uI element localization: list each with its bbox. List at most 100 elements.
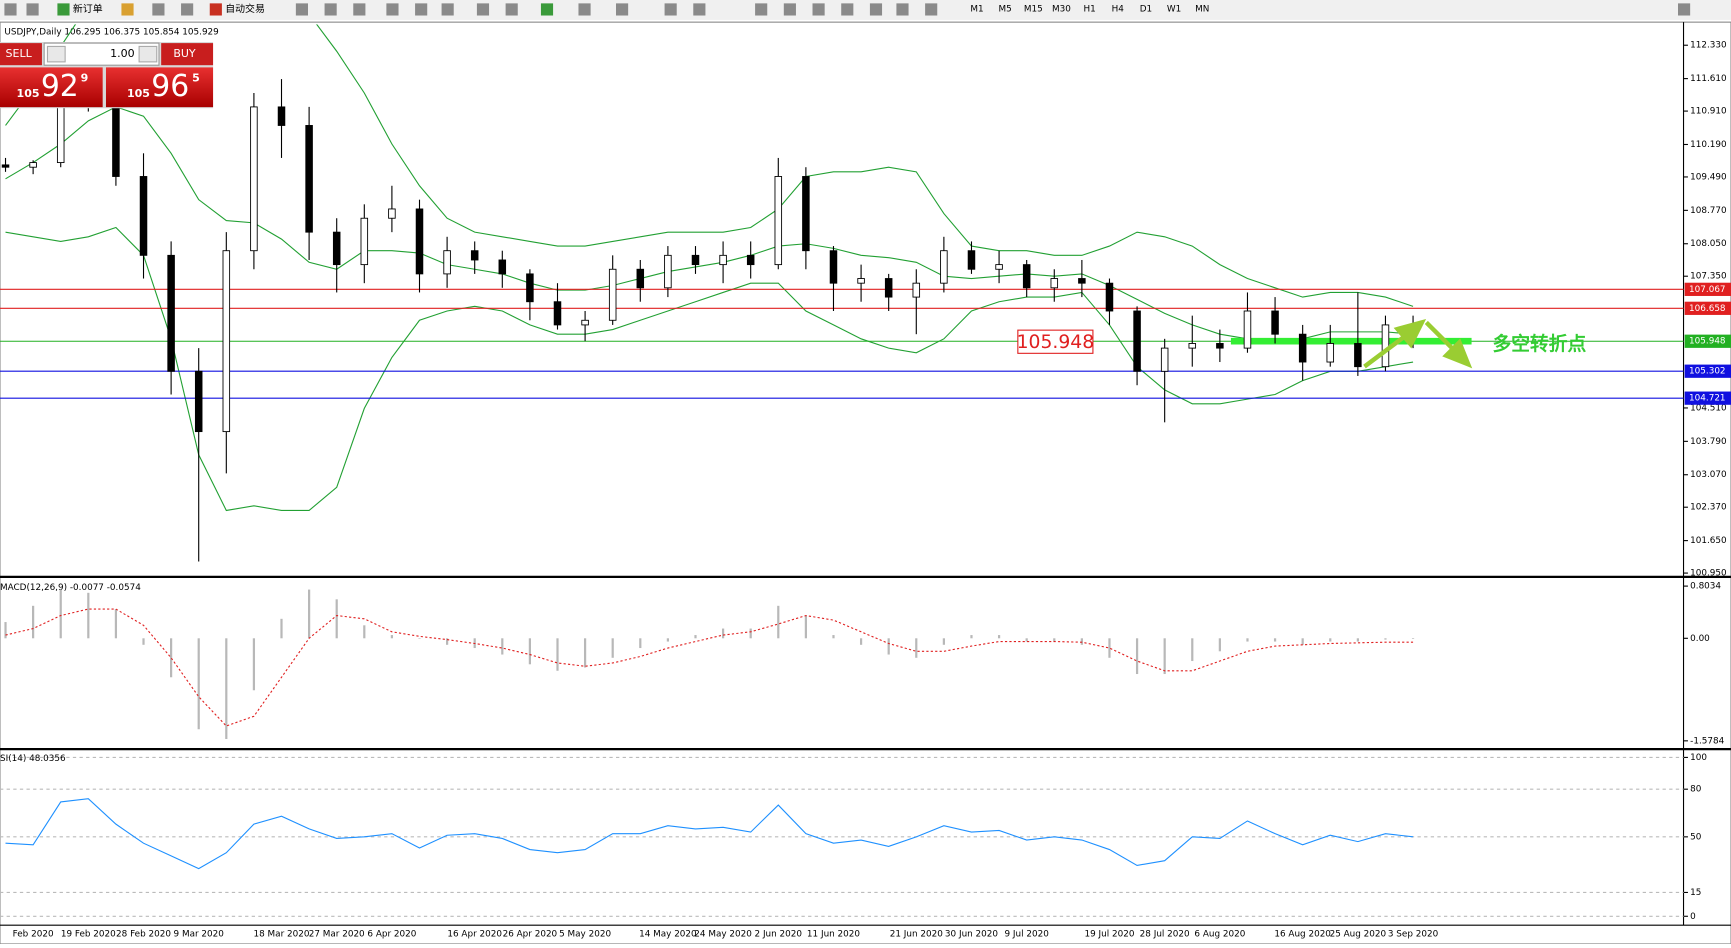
x-tick-label: 28 Feb 2020 <box>116 930 171 940</box>
timeframe-button[interactable]: H4 <box>1112 4 1125 14</box>
macd-bar <box>1080 638 1083 645</box>
indicator-title: SI(14) 48.0356 <box>0 754 66 764</box>
lots-up[interactable] <box>138 45 158 63</box>
x-tick-label: 5 May 2020 <box>559 930 611 940</box>
icon[interactable] <box>755 3 768 16</box>
macd-bar <box>114 609 118 639</box>
level-label-bg <box>1684 364 1731 378</box>
bollinger-band <box>5 24 1414 307</box>
icon[interactable] <box>57 3 70 16</box>
icon[interactable] <box>664 3 677 16</box>
macd-bar <box>445 638 449 645</box>
icon[interactable] <box>324 3 337 16</box>
icon[interactable] <box>540 3 554 16</box>
candle-body <box>1133 310 1141 372</box>
icon[interactable] <box>693 3 706 16</box>
arrow-head <box>1393 318 1427 349</box>
candle-body <box>360 217 369 266</box>
candle-body <box>250 106 258 252</box>
y-tick-label: 50 <box>1690 832 1702 842</box>
lots-input[interactable] <box>43 42 160 66</box>
macd-bar <box>170 638 173 678</box>
icon[interactable] <box>1678 3 1691 16</box>
timeframe-button[interactable]: M15 <box>1024 4 1043 14</box>
icon[interactable] <box>812 3 825 16</box>
buy-label: BUY <box>173 47 196 60</box>
candle-body <box>498 259 507 275</box>
macd-bar <box>4 622 7 639</box>
y-tick-label: 103.790 <box>1690 437 1727 447</box>
y-tick-label: 0 <box>1690 912 1696 922</box>
new-order-button[interactable]: 新订单 <box>73 2 103 15</box>
macd-bar <box>970 635 973 639</box>
candle-body <box>1354 343 1362 368</box>
timeframe-button[interactable]: M5 <box>999 4 1012 14</box>
icon[interactable] <box>4 3 17 16</box>
level-label: 104.721 <box>1689 394 1726 404</box>
candle-body <box>802 176 810 252</box>
candle-body <box>1078 278 1086 284</box>
icon[interactable] <box>505 3 518 16</box>
bollinger-band <box>5 226 1414 512</box>
auto-trading-button[interactable]: 自动交易 <box>225 2 265 15</box>
sell-price-box[interactable] <box>0 67 103 108</box>
macd-bar <box>832 635 835 639</box>
macd-bar <box>1108 638 1111 658</box>
icon[interactable] <box>896 3 909 16</box>
icon[interactable] <box>353 3 366 16</box>
icon[interactable] <box>925 3 938 16</box>
buy-button[interactable] <box>161 43 214 66</box>
macd-bar <box>1135 638 1139 675</box>
candle-body <box>829 250 838 284</box>
icon[interactable] <box>476 3 490 16</box>
macd-bar <box>777 605 780 639</box>
lots-down[interactable] <box>46 45 66 63</box>
macd-bar <box>390 635 394 639</box>
macd-bar <box>225 638 228 739</box>
ask-big: 105 <box>127 87 150 100</box>
macd-bar <box>528 638 532 665</box>
icon[interactable] <box>616 3 629 16</box>
icon[interactable] <box>441 3 454 16</box>
icon[interactable] <box>26 3 39 16</box>
timeframe-button[interactable]: MN <box>1195 4 1209 14</box>
y-tick-label: 102.370 <box>1690 503 1727 513</box>
sell-button[interactable] <box>0 43 42 66</box>
candle-body <box>470 250 479 261</box>
timeframe-button[interactable]: W1 <box>1167 4 1181 14</box>
icon[interactable] <box>121 3 134 16</box>
icon[interactable] <box>841 3 854 16</box>
timeframe-button[interactable]: H1 <box>1083 4 1095 14</box>
chart-title: USDJPY,Daily 106.295 106.375 105.854 105… <box>4 28 218 38</box>
icon[interactable] <box>209 3 222 16</box>
icon[interactable] <box>181 3 194 16</box>
icon[interactable] <box>869 3 883 16</box>
icon[interactable] <box>295 3 309 16</box>
candle-body <box>636 268 645 289</box>
macd-bar <box>1163 638 1166 675</box>
timeframe-button[interactable]: D1 <box>1140 4 1152 14</box>
icon[interactable] <box>578 3 591 16</box>
macd-bar <box>1191 638 1194 662</box>
level-label: 105.302 <box>1689 367 1726 377</box>
buy-price-box[interactable] <box>105 67 214 108</box>
x-tick-label: 18 Mar 2020 <box>254 930 310 940</box>
icon[interactable] <box>386 3 399 16</box>
macd-bar <box>1356 638 1359 642</box>
x-tick-label: 3 Sep 2020 <box>1388 930 1439 940</box>
macd-bar <box>1329 638 1332 642</box>
x-tick-label: 2 Jun 2020 <box>755 930 803 940</box>
ask-small: 5 <box>192 71 200 84</box>
timeframe-button[interactable]: M1 <box>970 4 983 14</box>
candle-body <box>112 106 120 177</box>
icon[interactable] <box>415 3 428 16</box>
icon[interactable] <box>783 3 796 16</box>
indicator-title: MACD(12,26,9) -0.0077 -0.0574 <box>0 583 141 593</box>
macd-bar <box>556 638 559 671</box>
icon[interactable] <box>152 3 165 16</box>
timeframe-button[interactable]: M30 <box>1052 4 1071 14</box>
macd-bar <box>418 638 421 639</box>
macd-bar <box>942 638 945 645</box>
candle-body <box>332 231 341 266</box>
